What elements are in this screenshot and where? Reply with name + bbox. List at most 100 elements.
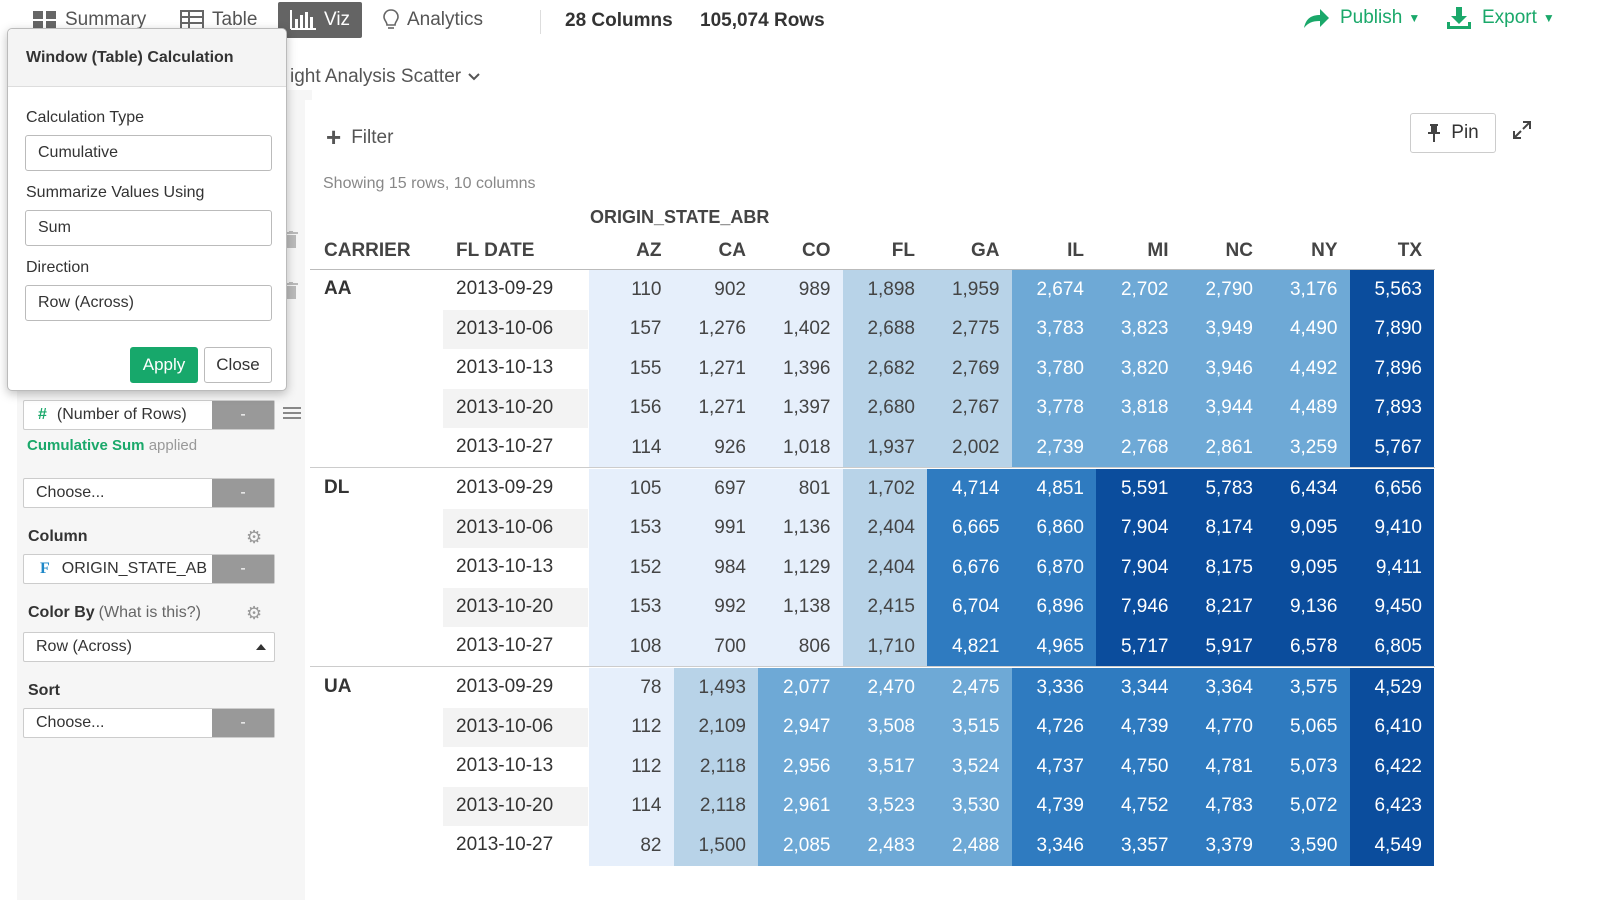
table-cell[interactable]: 2,956: [758, 747, 843, 787]
table-cell[interactable]: 4,489: [1265, 388, 1350, 428]
table-cell[interactable]: 4,965: [1011, 627, 1096, 667]
table-cell[interactable]: 6,423: [1349, 786, 1434, 826]
table-cell[interactable]: 2,961: [758, 786, 843, 826]
header-state-ca[interactable]: CA: [718, 240, 746, 261]
header-state-ny[interactable]: NY: [1311, 240, 1338, 261]
table-cell[interactable]: 806: [758, 627, 843, 667]
table-cell[interactable]: 700: [673, 627, 758, 667]
apply-button[interactable]: Apply: [130, 347, 198, 383]
table-cell[interactable]: 3,259: [1265, 428, 1350, 468]
summarize-select[interactable]: Sum: [25, 210, 272, 246]
table-cell[interactable]: 4,781: [1180, 747, 1265, 787]
table-cell[interactable]: 155: [589, 349, 674, 389]
table-cell[interactable]: 4,714: [927, 469, 1012, 509]
table-cell[interactable]: 1,710: [842, 627, 927, 667]
table-cell[interactable]: 4,529: [1349, 668, 1434, 708]
table-cell[interactable]: 1,271: [673, 388, 758, 428]
table-cell[interactable]: 5,072: [1265, 786, 1350, 826]
menu-icon[interactable]: [283, 404, 301, 422]
trash-icon[interactable]: [284, 282, 298, 305]
table-cell[interactable]: 1,402: [758, 309, 843, 349]
gear-icon[interactable]: ⚙: [246, 527, 263, 547]
table-cell[interactable]: 2,118: [673, 786, 758, 826]
table-cell[interactable]: 6,665: [927, 508, 1012, 548]
table-cell[interactable]: 984: [673, 548, 758, 588]
remove-choose-button[interactable]: -: [212, 479, 274, 507]
tab-table[interactable]: Table: [180, 2, 257, 38]
table-cell[interactable]: 4,490: [1265, 309, 1350, 349]
table-cell[interactable]: 7,890: [1349, 309, 1434, 349]
table-cell[interactable]: 2,415: [842, 587, 927, 627]
table-cell[interactable]: 110: [589, 270, 674, 310]
remove-value-button[interactable]: -: [212, 401, 274, 429]
table-cell[interactable]: 3,523: [842, 786, 927, 826]
table-cell[interactable]: 2,085: [758, 826, 843, 866]
table-cell[interactable]: 1,493: [673, 668, 758, 708]
table-cell[interactable]: 1,129: [758, 548, 843, 588]
table-cell[interactable]: 2,118: [673, 747, 758, 787]
table-cell[interactable]: 2,680: [842, 388, 927, 428]
direction-select[interactable]: Row (Across): [25, 285, 272, 321]
table-cell[interactable]: 6,805: [1349, 627, 1434, 667]
publish-button[interactable]: Publish ▼: [1302, 6, 1420, 30]
choose-field[interactable]: Choose... -: [23, 478, 275, 508]
table-cell[interactable]: 1,937: [842, 428, 927, 468]
table-cell[interactable]: 4,750: [1096, 747, 1181, 787]
table-cell[interactable]: 7,946: [1096, 587, 1181, 627]
table-cell[interactable]: 3,508: [842, 707, 927, 747]
column-field[interactable]: F ORIGIN_STATE_AB -: [23, 554, 275, 584]
table-cell[interactable]: 6,676: [927, 548, 1012, 588]
table-cell[interactable]: 1,702: [842, 469, 927, 509]
table-cell[interactable]: 108: [589, 627, 674, 667]
table-cell[interactable]: 5,717: [1096, 627, 1181, 667]
table-cell[interactable]: 105: [589, 469, 674, 509]
table-cell[interactable]: 112: [589, 707, 674, 747]
table-cell[interactable]: 7,904: [1096, 548, 1181, 588]
table-cell[interactable]: 5,563: [1349, 270, 1434, 310]
table-cell[interactable]: 9,450: [1349, 587, 1434, 627]
table-cell[interactable]: 1,136: [758, 508, 843, 548]
table-cell[interactable]: 3,336: [1011, 668, 1096, 708]
tab-summary[interactable]: Summary: [33, 2, 146, 38]
table-cell[interactable]: 926: [673, 428, 758, 468]
header-state-il[interactable]: IL: [1067, 240, 1084, 261]
table-cell[interactable]: 4,739: [1011, 786, 1096, 826]
table-cell[interactable]: 2,488: [927, 826, 1012, 866]
table-cell[interactable]: 78: [589, 668, 674, 708]
header-state-tx[interactable]: TX: [1397, 240, 1422, 261]
table-cell[interactable]: 902: [673, 270, 758, 310]
table-cell[interactable]: 152: [589, 548, 674, 588]
table-cell[interactable]: 9,411: [1349, 548, 1434, 588]
table-cell[interactable]: 2,109: [673, 707, 758, 747]
table-cell[interactable]: 157: [589, 309, 674, 349]
table-cell[interactable]: 992: [673, 587, 758, 627]
table-cell[interactable]: 697: [673, 469, 758, 509]
table-cell[interactable]: 3,778: [1011, 388, 1096, 428]
table-cell[interactable]: 2,739: [1011, 428, 1096, 468]
table-cell[interactable]: 9,095: [1265, 548, 1350, 588]
table-cell[interactable]: 9,410: [1349, 508, 1434, 548]
header-state-az[interactable]: AZ: [636, 240, 662, 261]
table-cell[interactable]: 2,404: [842, 508, 927, 548]
table-cell[interactable]: 3,783: [1011, 309, 1096, 349]
table-cell[interactable]: 5,065: [1265, 707, 1350, 747]
table-cell[interactable]: 3,944: [1180, 388, 1265, 428]
table-cell[interactable]: 1,500: [673, 826, 758, 866]
table-cell[interactable]: 2,702: [1096, 270, 1181, 310]
table-cell[interactable]: 4,821: [927, 627, 1012, 667]
table-cell[interactable]: 4,739: [1096, 707, 1181, 747]
export-button[interactable]: Export ▼: [1446, 6, 1555, 30]
close-button[interactable]: Close: [204, 347, 272, 383]
table-cell[interactable]: 2,682: [842, 349, 927, 389]
table-cell[interactable]: 1,276: [673, 309, 758, 349]
table-cell[interactable]: 2,404: [842, 548, 927, 588]
table-cell[interactable]: 2,767: [927, 388, 1012, 428]
table-cell[interactable]: 2,861: [1180, 428, 1265, 468]
table-cell[interactable]: 4,770: [1180, 707, 1265, 747]
table-cell[interactable]: 2,688: [842, 309, 927, 349]
table-cell[interactable]: 3,524: [927, 747, 1012, 787]
header-carrier[interactable]: CARRIER: [324, 240, 411, 261]
table-cell[interactable]: 4,783: [1180, 786, 1265, 826]
tab-viz[interactable]: Viz: [278, 2, 363, 38]
table-cell[interactable]: 4,752: [1096, 786, 1181, 826]
